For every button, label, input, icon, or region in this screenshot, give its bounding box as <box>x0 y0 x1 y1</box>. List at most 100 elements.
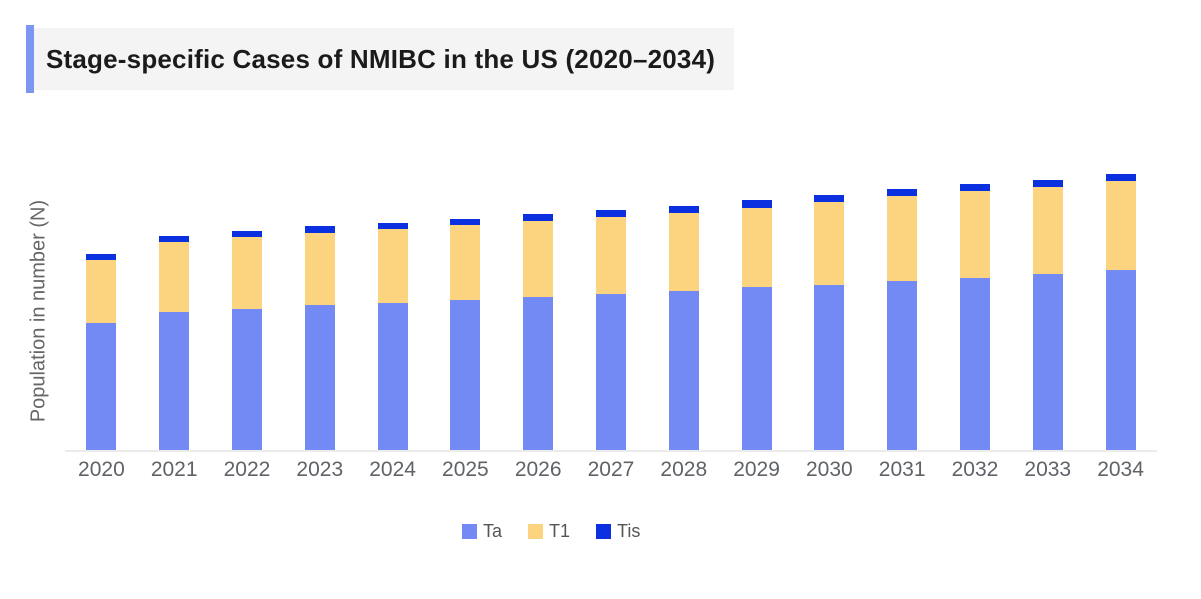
ta-segment-2021 <box>159 312 190 450</box>
tis-segment-2032 <box>959 184 990 191</box>
t1-segment-2028 <box>668 213 699 291</box>
legend-label-tis: Tis <box>617 521 641 541</box>
bar-slot-2024 <box>356 150 429 450</box>
t1-segment-2030 <box>814 202 845 285</box>
bar-slot-2033 <box>1011 150 1084 450</box>
bar-2030 <box>814 195 845 450</box>
bar-2032 <box>959 184 990 450</box>
legend-item-ta[interactable]: Ta <box>462 521 502 542</box>
ta-segment-2020 <box>86 323 117 450</box>
t1-segment-2023 <box>304 233 335 305</box>
x-tick-2033: 2033 <box>1024 458 1072 481</box>
bar-slot-2028 <box>647 150 720 450</box>
tis-segment-2029 <box>741 200 772 208</box>
tis-segment-2034 <box>1105 174 1136 181</box>
t1-segment-2033 <box>1032 187 1063 274</box>
x-tick-2028: 2028 <box>660 458 708 481</box>
ta-segment-2033 <box>1032 274 1063 450</box>
tis-segment-2022 <box>231 231 262 237</box>
legend-swatch-t1 <box>528 524 544 539</box>
tis-segment-2023 <box>304 226 335 233</box>
bar-slot-2027 <box>575 150 648 450</box>
tis-segment-2020 <box>86 254 117 260</box>
ta-segment-2029 <box>741 287 772 450</box>
legend-item-tis[interactable]: Tis <box>596 521 640 542</box>
legend: Ta T1 Tis <box>462 521 640 542</box>
ta-segment-2025 <box>450 300 481 450</box>
x-tick-2020: 2020 <box>78 458 125 481</box>
ta-segment-2028 <box>668 291 699 450</box>
t1-segment-2025 <box>450 225 481 300</box>
bar-2023 <box>304 226 335 450</box>
t1-segment-2026 <box>523 221 554 297</box>
bar-2024 <box>377 223 408 450</box>
bar-slot-2025 <box>429 150 502 450</box>
x-tick-2024: 2024 <box>369 458 416 481</box>
bar-slot-2029 <box>720 150 793 450</box>
t1-segment-2022 <box>231 237 262 309</box>
ta-segment-2023 <box>304 305 335 450</box>
x-axis-ticks: 2020 2021 2022 2023 2024 2025 2026 2027 2028 2029… <box>65 458 1157 482</box>
tis-segment-2031 <box>887 189 918 196</box>
x-tick-2031: 2031 <box>878 458 926 481</box>
legend-item-t1[interactable]: T1 <box>528 521 570 542</box>
x-tick-2032: 2032 <box>951 458 999 481</box>
x-tick-2029: 2029 <box>733 458 780 481</box>
tis-segment-2021 <box>159 236 190 242</box>
legend-label-t1: T1 <box>549 521 571 541</box>
bar-slot-2022 <box>211 150 284 450</box>
bar-slot-2026 <box>502 150 575 450</box>
x-tick-2025: 2025 <box>442 458 489 481</box>
t1-segment-2024 <box>377 229 408 303</box>
ta-segment-2022 <box>231 309 262 450</box>
ta-segment-2026 <box>523 297 554 450</box>
x-tick-2023: 2023 <box>296 458 344 481</box>
bar-slot-2021 <box>138 150 211 450</box>
x-tick-2022: 2022 <box>223 458 271 481</box>
tis-segment-2025 <box>450 219 481 225</box>
chart-title: Stage-specific Cases of NMIBC in the US … <box>46 43 716 74</box>
x-tick-2030: 2030 <box>806 458 853 481</box>
x-tick-2034: 2034 <box>1097 458 1144 481</box>
t1-segment-2021 <box>159 242 190 312</box>
title-accent-bar <box>26 25 34 93</box>
tis-segment-2028 <box>668 206 699 213</box>
bar-2027 <box>595 210 626 450</box>
t1-segment-2020 <box>86 260 117 323</box>
ta-segment-2024 <box>377 303 408 450</box>
bar-2031 <box>887 189 918 450</box>
tis-segment-2030 <box>814 195 845 202</box>
tis-segment-2027 <box>595 210 626 217</box>
legend-swatch-ta <box>462 524 477 539</box>
bar-2021 <box>159 236 190 450</box>
tis-segment-2024 <box>377 223 408 229</box>
bar-2033 <box>1032 180 1063 450</box>
bar-2028 <box>668 206 699 450</box>
tis-segment-2033 <box>1032 180 1063 187</box>
tis-segment-2026 <box>523 214 554 221</box>
bar-2026 <box>523 214 554 450</box>
bar-2029 <box>741 200 772 450</box>
t1-segment-2032 <box>959 191 990 278</box>
bar-slot-2023 <box>283 150 356 450</box>
ta-segment-2032 <box>959 278 990 450</box>
bar-2034 <box>1105 174 1136 450</box>
ta-segment-2034 <box>1105 270 1136 450</box>
bar-slot-2030 <box>793 150 866 450</box>
t1-segment-2031 <box>887 196 918 281</box>
x-tick-2027: 2027 <box>587 458 635 481</box>
bar-2022 <box>231 231 262 450</box>
bar-slot-2032 <box>939 150 1012 450</box>
bar-slot-2020 <box>65 150 138 450</box>
legend-label-ta: Ta <box>483 521 503 541</box>
title-block: Stage-specific Cases of NMIBC in the US … <box>26 25 734 93</box>
plot-area <box>65 150 1157 452</box>
bar-slot-2034 <box>1084 150 1157 450</box>
bar-2025 <box>450 219 481 450</box>
ta-segment-2027 <box>595 294 626 450</box>
legend-swatch-tis <box>596 524 612 539</box>
t1-segment-2034 <box>1105 181 1136 270</box>
bar-2020 <box>86 254 117 450</box>
t1-segment-2027 <box>595 217 626 294</box>
